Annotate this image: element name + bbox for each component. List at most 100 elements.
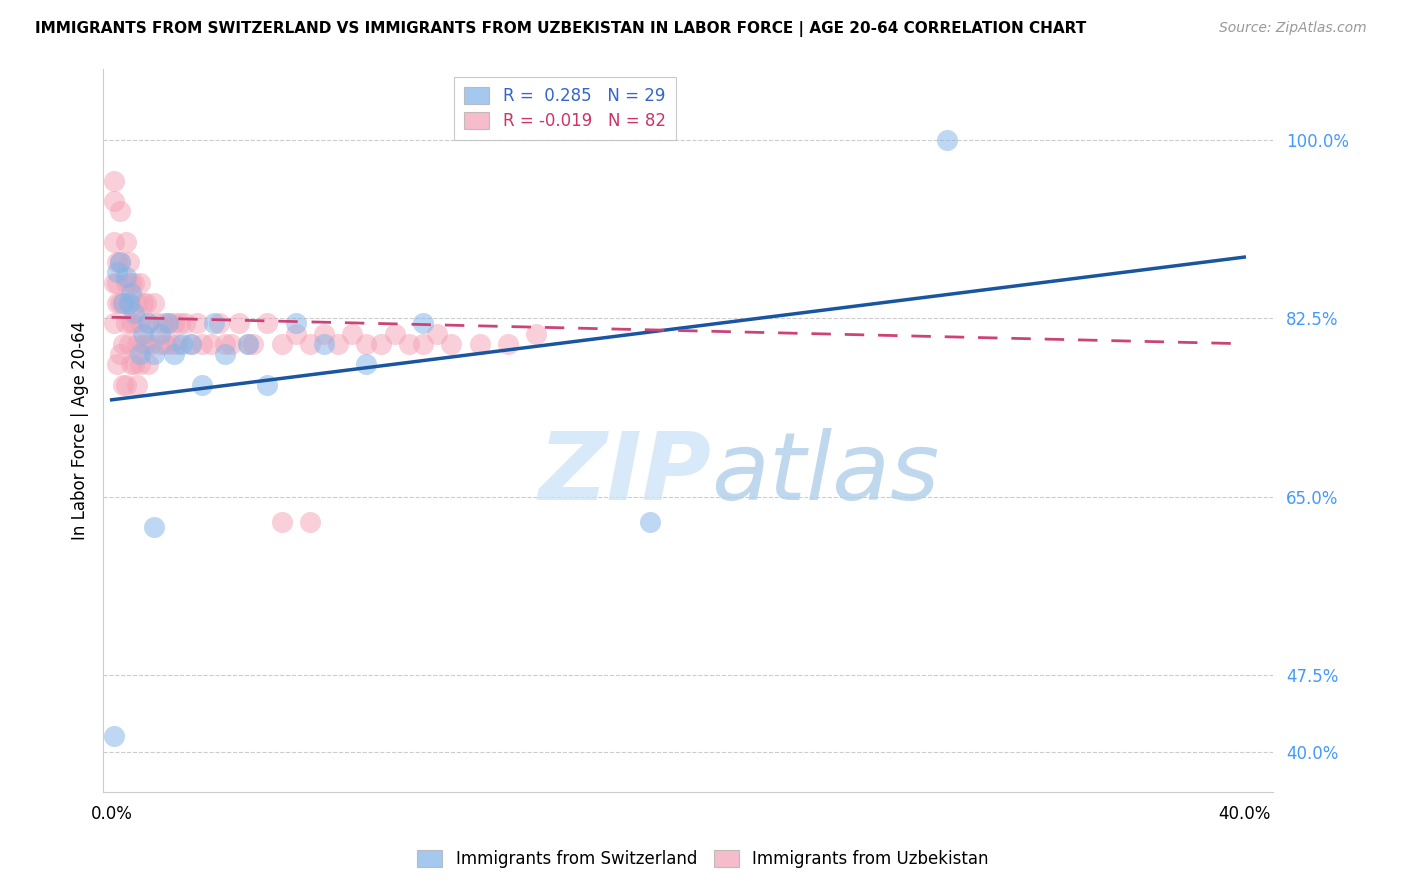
Point (284, 317, 307, 331)
Point (149, 336, 172, 351)
Point (114, 235, 136, 249)
Point (132, 336, 155, 351)
Point (117, 296, 139, 310)
Point (180, 336, 202, 351)
Point (496, 336, 519, 351)
Point (468, 336, 491, 351)
Point (174, 317, 197, 331)
Point (236, 336, 259, 351)
Point (143, 347, 166, 361)
Point (129, 276, 152, 290)
Point (312, 326, 335, 341)
Point (105, 276, 128, 290)
Point (370, 336, 392, 351)
Legend: R =  0.285   N = 29, R = -0.019   N = 82: R = 0.285 N = 29, R = -0.019 N = 82 (454, 77, 676, 140)
Point (157, 317, 180, 331)
Point (180, 336, 202, 351)
Point (328, 336, 350, 351)
Point (169, 317, 191, 331)
Point (202, 317, 225, 331)
Point (108, 255, 131, 269)
Point (270, 515, 292, 529)
Point (114, 270, 136, 285)
Point (638, 515, 661, 529)
Point (242, 336, 264, 351)
Point (105, 255, 128, 269)
Point (108, 255, 131, 269)
Point (163, 347, 186, 361)
Point (129, 347, 152, 361)
Point (186, 317, 208, 331)
Point (117, 255, 139, 269)
Point (124, 317, 146, 331)
Point (298, 336, 321, 351)
Text: IMMIGRANTS FROM SWITZERLAND VS IMMIGRANTS FROM UZBEKISTAN IN LABOR FORCE | AGE 2: IMMIGRANTS FROM SWITZERLAND VS IMMIGRANT… (35, 21, 1087, 37)
Point (172, 336, 194, 351)
Point (191, 336, 214, 351)
Point (166, 336, 188, 351)
Point (135, 296, 157, 310)
Point (356, 357, 378, 371)
Point (426, 326, 449, 341)
Point (129, 357, 152, 371)
Text: Source: ZipAtlas.com: Source: ZipAtlas.com (1219, 21, 1367, 35)
Point (120, 317, 142, 331)
Point (214, 336, 236, 351)
Point (108, 347, 131, 361)
Point (412, 317, 434, 331)
Point (163, 317, 186, 331)
Point (208, 317, 231, 331)
Point (270, 336, 292, 351)
Point (214, 347, 236, 361)
Point (105, 357, 128, 371)
Point (105, 265, 128, 279)
Point (111, 336, 134, 351)
Point (149, 326, 172, 341)
Point (127, 336, 149, 351)
Point (160, 336, 183, 351)
Point (936, 133, 959, 147)
Point (138, 357, 160, 371)
Point (219, 336, 242, 351)
Point (120, 357, 142, 371)
Point (138, 317, 160, 331)
Point (114, 377, 136, 392)
Point (117, 296, 139, 310)
Point (256, 377, 278, 392)
Point (138, 317, 160, 331)
Point (124, 306, 146, 320)
Point (111, 296, 134, 310)
Point (157, 317, 180, 331)
Point (412, 336, 434, 351)
Point (440, 336, 463, 351)
Point (103, 317, 125, 331)
Point (524, 326, 547, 341)
Point (103, 194, 125, 208)
Point (143, 520, 166, 534)
Point (256, 317, 278, 331)
Point (108, 204, 131, 219)
Point (146, 317, 169, 331)
Point (384, 326, 406, 341)
Point (120, 276, 142, 290)
Point (114, 317, 136, 331)
Point (298, 515, 321, 529)
Text: atlas: atlas (711, 428, 939, 519)
Point (132, 296, 155, 310)
Point (284, 326, 307, 341)
Y-axis label: In Labor Force | Age 20-64: In Labor Force | Age 20-64 (72, 321, 89, 540)
Point (141, 336, 163, 351)
Point (191, 377, 214, 392)
Point (111, 377, 134, 392)
Point (143, 296, 166, 310)
Point (200, 336, 222, 351)
Point (129, 317, 152, 331)
Point (342, 326, 364, 341)
Point (155, 336, 177, 351)
Point (135, 336, 157, 351)
Point (356, 336, 378, 351)
Point (103, 174, 125, 188)
Point (127, 377, 149, 392)
Point (105, 296, 128, 310)
Text: ZIP: ZIP (538, 428, 711, 520)
